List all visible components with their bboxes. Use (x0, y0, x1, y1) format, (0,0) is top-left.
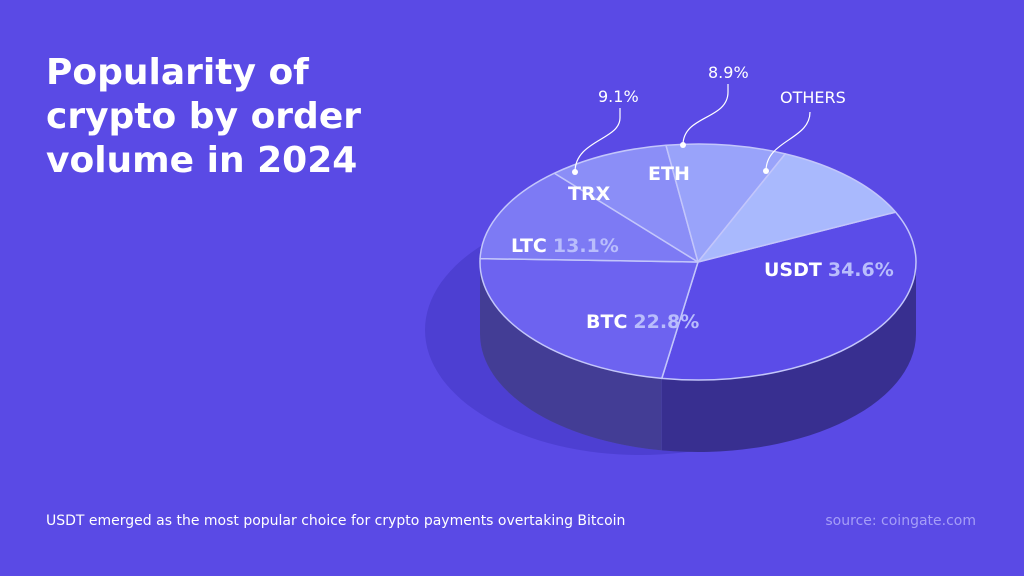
slice (479, 172, 699, 263)
footnote: USDT emerged as the most popular choice … (46, 513, 625, 529)
slice-side (480, 262, 662, 451)
callout-dot (680, 142, 686, 148)
callout-dot (572, 169, 578, 175)
callout (574, 108, 621, 173)
value-label: 8.9% (708, 63, 749, 82)
slice-side (661, 262, 916, 452)
category-label: ETH (648, 163, 690, 185)
chart-title: Popularity of (46, 52, 309, 93)
value-label: 34.6% (828, 259, 894, 281)
category-label: TRX (568, 183, 611, 205)
callout (682, 84, 729, 146)
slice-label: USDT 34.6% (764, 259, 894, 281)
category-label: BTC (586, 311, 627, 333)
slice (479, 257, 699, 380)
value-label: 13.1% (553, 235, 619, 257)
value-label: 22.8% (633, 311, 699, 333)
slice (553, 144, 699, 263)
slice-side-shade (661, 262, 916, 452)
callout-dot (763, 168, 769, 174)
slice-label: LTC 13.1% (511, 235, 619, 257)
category-label: OTHERS (780, 88, 846, 107)
slice-side-shade (480, 262, 662, 451)
pie (479, 143, 917, 452)
chart-title: crypto by order (46, 96, 361, 137)
labels: USDT 34.6% BTC 22.8% LTC 13.1% TRX 9.1% ETH 8.9% O… (511, 63, 894, 333)
category-label: USDT (764, 259, 822, 281)
slice (697, 153, 897, 263)
slice (665, 143, 787, 263)
value-label: 9.1% (598, 87, 639, 106)
source: source: coingate.com (825, 513, 976, 529)
callout (765, 111, 811, 172)
slice (661, 211, 917, 381)
slice-label: BTC 22.8% (586, 311, 699, 333)
chart-title: volume in 2024 (46, 140, 357, 181)
category-label: LTC (511, 235, 547, 257)
